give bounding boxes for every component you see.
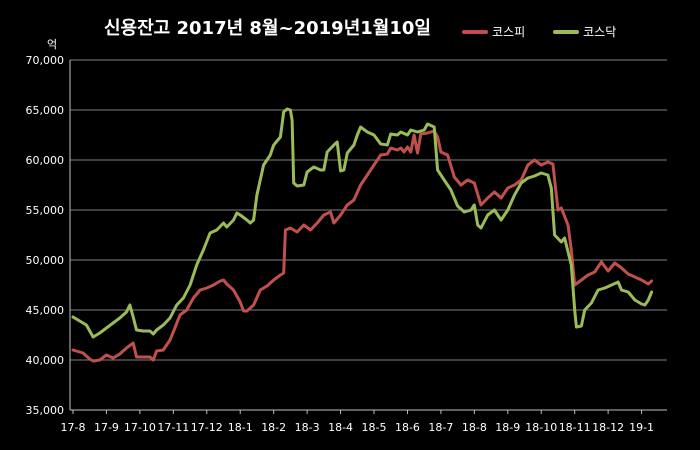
x-tick-label: 19-1 <box>629 421 654 434</box>
x-tick-label: 18-3 <box>295 421 320 434</box>
y-tick-label: 65,000 <box>26 104 65 117</box>
y-tick-label: 60,000 <box>26 154 65 167</box>
series-line-kosdaq <box>71 107 654 339</box>
x-tick-label: 18-12 <box>592 421 624 434</box>
y-tick-label: 70,000 <box>26 54 65 67</box>
y-tick-label: 40,000 <box>26 354 65 367</box>
y-tick-label: 50,000 <box>26 254 65 267</box>
legend-label-kosdaq: 코스닥 <box>583 25 617 39</box>
x-tick-label: 18-2 <box>261 421 286 434</box>
y-tick-label: 45,000 <box>26 304 65 317</box>
x-tick-label: 18-8 <box>462 421 487 434</box>
x-tick-label: 18-11 <box>559 421 591 434</box>
y-tick-label: 55,000 <box>26 204 65 217</box>
x-tick-label: 18-4 <box>328 421 353 434</box>
legend-label-kospi: 코스피 <box>492 25 526 39</box>
x-tick-label: 18-7 <box>428 421 453 434</box>
x-tick-label: 18-9 <box>495 421 520 434</box>
x-tick-label: 18-6 <box>395 421 420 434</box>
legend-item-kospi: 코스피 <box>462 23 525 40</box>
legend-swatch-kospi <box>462 29 488 34</box>
legend-swatch-kosdaq <box>553 29 580 34</box>
x-tick-label: 18-1 <box>228 421 253 434</box>
x-tick-label: 18-10 <box>525 421 557 434</box>
series-line-kospi <box>71 129 654 363</box>
x-tick-label: 17-11 <box>157 421 189 434</box>
y-axis-unit-label: 억 <box>47 38 58 51</box>
x-tick-label: 17-10 <box>124 421 156 434</box>
legend-item-kosdaq: 코스닥 <box>553 23 616 40</box>
chart-legend: 코스피 코스닥 <box>462 23 644 40</box>
y-tick-label: 35,000 <box>26 404 65 417</box>
chart-title: 신용잔고 2017년 8월~2019년1월10일 <box>104 18 431 39</box>
x-tick-label: 17-8 <box>61 421 86 434</box>
x-tick-label: 17-9 <box>94 421 119 434</box>
x-tick-label: 18-5 <box>362 421 387 434</box>
x-tick-label: 17-12 <box>191 421 223 434</box>
